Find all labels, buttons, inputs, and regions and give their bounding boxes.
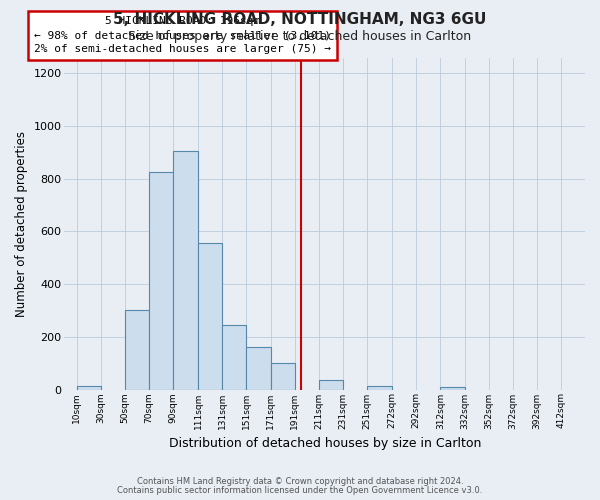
Bar	[149, 172, 173, 390]
X-axis label: Distribution of detached houses by size in Carlton: Distribution of detached houses by size …	[169, 437, 481, 450]
Bar	[198, 244, 223, 390]
Bar	[77, 386, 101, 390]
Bar	[173, 151, 198, 390]
Bar	[271, 363, 295, 390]
Text: 5, HICKLING ROAD, NOTTINGHAM, NG3 6GU: 5, HICKLING ROAD, NOTTINGHAM, NG3 6GU	[113, 12, 487, 28]
Bar	[319, 380, 343, 390]
Text: Size of property relative to detached houses in Carlton: Size of property relative to detached ho…	[128, 30, 472, 43]
Text: Contains HM Land Registry data © Crown copyright and database right 2024.: Contains HM Land Registry data © Crown c…	[137, 477, 463, 486]
Bar	[367, 386, 392, 390]
Text: 5 HICKLING ROAD: 196sqm
← 98% of detached houses are smaller (3,101)
2% of semi-: 5 HICKLING ROAD: 196sqm ← 98% of detache…	[34, 16, 331, 54]
Y-axis label: Number of detached properties: Number of detached properties	[15, 130, 28, 316]
Text: Contains public sector information licensed under the Open Government Licence v3: Contains public sector information licen…	[118, 486, 482, 495]
Bar	[440, 387, 464, 390]
Bar	[125, 310, 149, 390]
Bar	[223, 325, 247, 390]
Bar	[247, 348, 271, 390]
